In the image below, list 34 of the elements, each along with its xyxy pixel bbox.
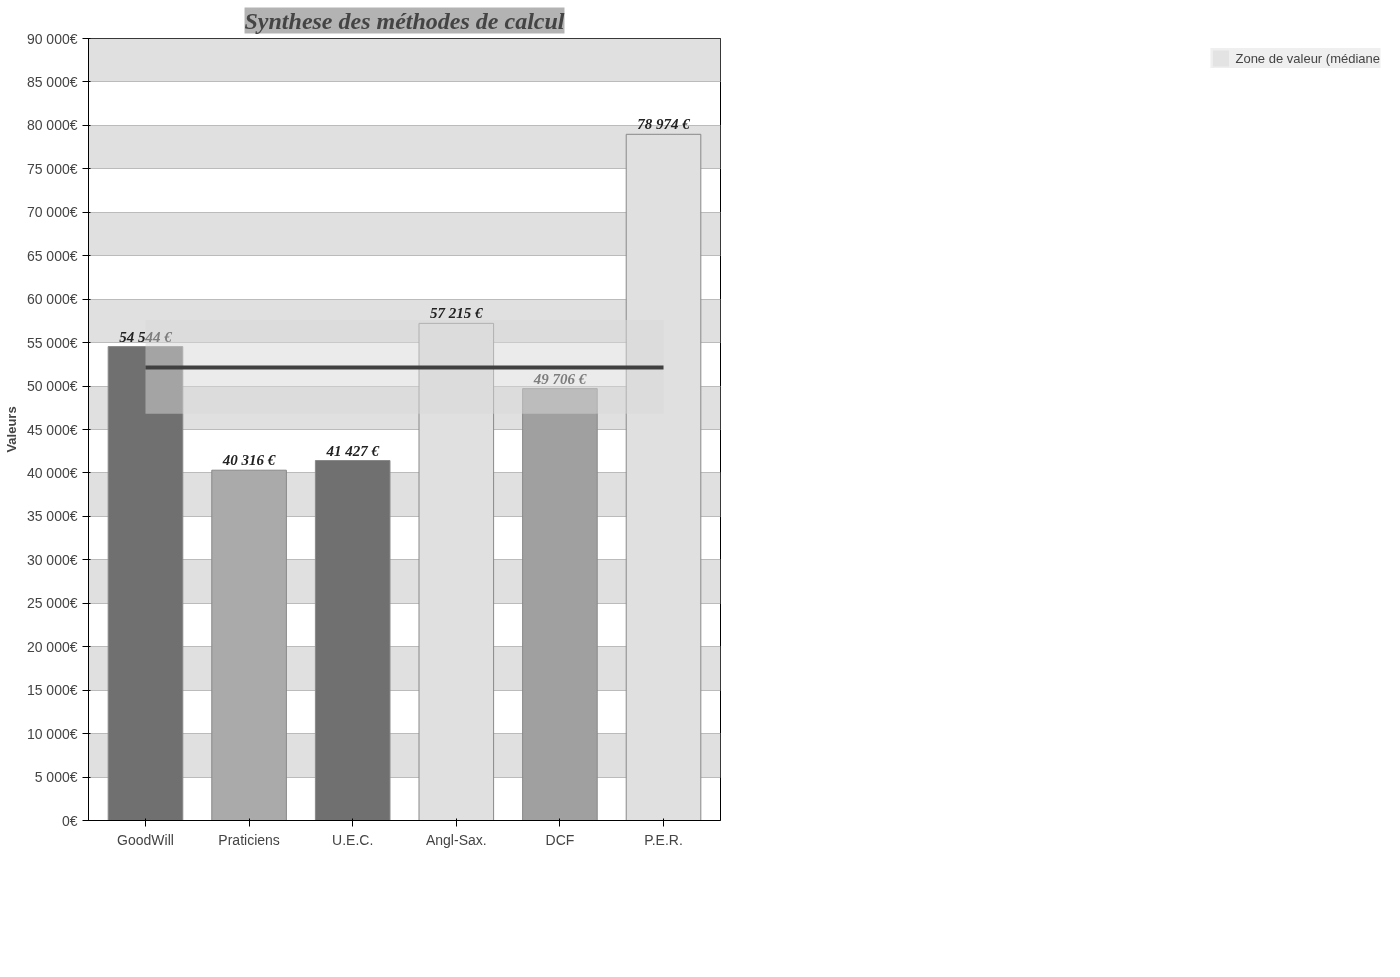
chart-title: Synthese des méthodes de calcul: [244, 7, 565, 34]
y-tick-label: 90 000€: [26, 30, 78, 47]
y-tick-label: 40 000€: [26, 464, 78, 481]
data-label: 41 427 €: [325, 442, 380, 459]
y-tick-label: 80 000€: [26, 117, 78, 134]
y-tick-label: 20 000€: [26, 638, 78, 655]
y-tick-label: 10 000€: [26, 725, 78, 742]
y-tick-label: 75 000€: [26, 160, 78, 177]
y-tick-label: 65 000€: [26, 247, 78, 264]
legend-label: Zone de valeur (médiane: [1235, 50, 1380, 66]
y-tick-label: 60 000€: [26, 291, 78, 308]
y-tick-label: 0€: [61, 812, 78, 829]
y-tick-label: 15 000€: [26, 682, 78, 699]
y-tick-label: 55 000€: [26, 334, 78, 351]
x-tick-label: DCF: [545, 831, 575, 848]
y-tick-label: 30 000€: [26, 551, 78, 568]
data-label: 78 974 €: [637, 116, 691, 133]
y-axis-title: Valeurs: [3, 406, 19, 453]
y-tick-label: 85 000€: [26, 73, 78, 90]
y-tick-label: 35 000€: [26, 508, 78, 525]
data-label: 49 706 €: [532, 370, 587, 387]
y-tick-label: 45 000€: [26, 421, 78, 438]
data-label: 57 215 €: [430, 305, 484, 322]
y-tick-label: 70 000€: [26, 204, 78, 221]
y-tick-label: 5 000€: [34, 769, 78, 786]
x-tick-label: U.E.C.: [332, 831, 374, 848]
x-tick-label: Praticiens: [218, 831, 280, 848]
x-tick-label: P.E.R.: [644, 831, 683, 848]
y-tick-label: 25 000€: [26, 595, 78, 612]
x-tick-label: GoodWill: [117, 831, 174, 848]
x-tick-label: Angl-Sax.: [425, 831, 487, 848]
data-label: 40 316 €: [221, 452, 276, 469]
data-label: 54 544 €: [119, 328, 173, 345]
y-tick-label: 50 000€: [26, 378, 78, 395]
